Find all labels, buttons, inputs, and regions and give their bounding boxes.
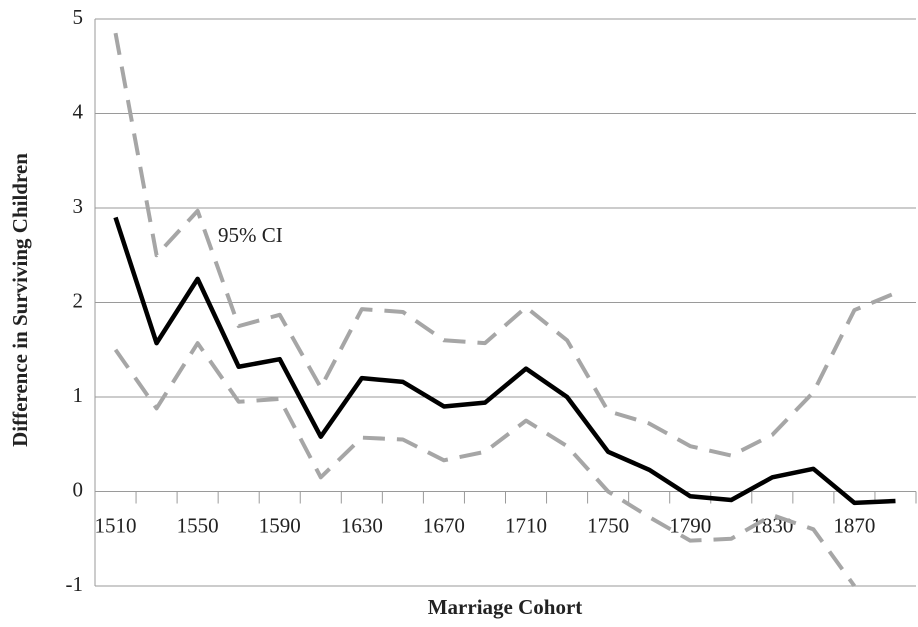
series-line <box>113 341 857 588</box>
series-line <box>113 32 897 458</box>
series-line <box>113 216 896 506</box>
annotation: 95% CI <box>218 223 283 247</box>
y-tick-label: 3 <box>73 194 84 218</box>
y-tick-label: 4 <box>73 99 84 123</box>
x-tick-label: 1670 <box>423 513 465 537</box>
y-tick-label: 0 <box>73 477 84 501</box>
x-tick-label: 1750 <box>587 513 629 537</box>
x-tick-label: 1630 <box>341 513 383 537</box>
x-tick-label: 1510 <box>95 513 137 537</box>
y-tick-label: -1 <box>66 572 84 596</box>
y-axis-title: Difference in Surviving Children <box>8 153 32 447</box>
y-tick-label: 5 <box>73 5 84 29</box>
x-tick-label: 1590 <box>259 513 301 537</box>
y-tick-label: 2 <box>73 288 84 312</box>
x-tick-label: 1710 <box>505 513 547 537</box>
x-tick-label: 1870 <box>833 513 875 537</box>
y-tick-label: 1 <box>73 383 84 407</box>
x-tick-label: 1550 <box>177 513 219 537</box>
x-axis-title: Marriage Cohort <box>428 595 583 619</box>
x-tick-label: 1790 <box>669 513 711 537</box>
